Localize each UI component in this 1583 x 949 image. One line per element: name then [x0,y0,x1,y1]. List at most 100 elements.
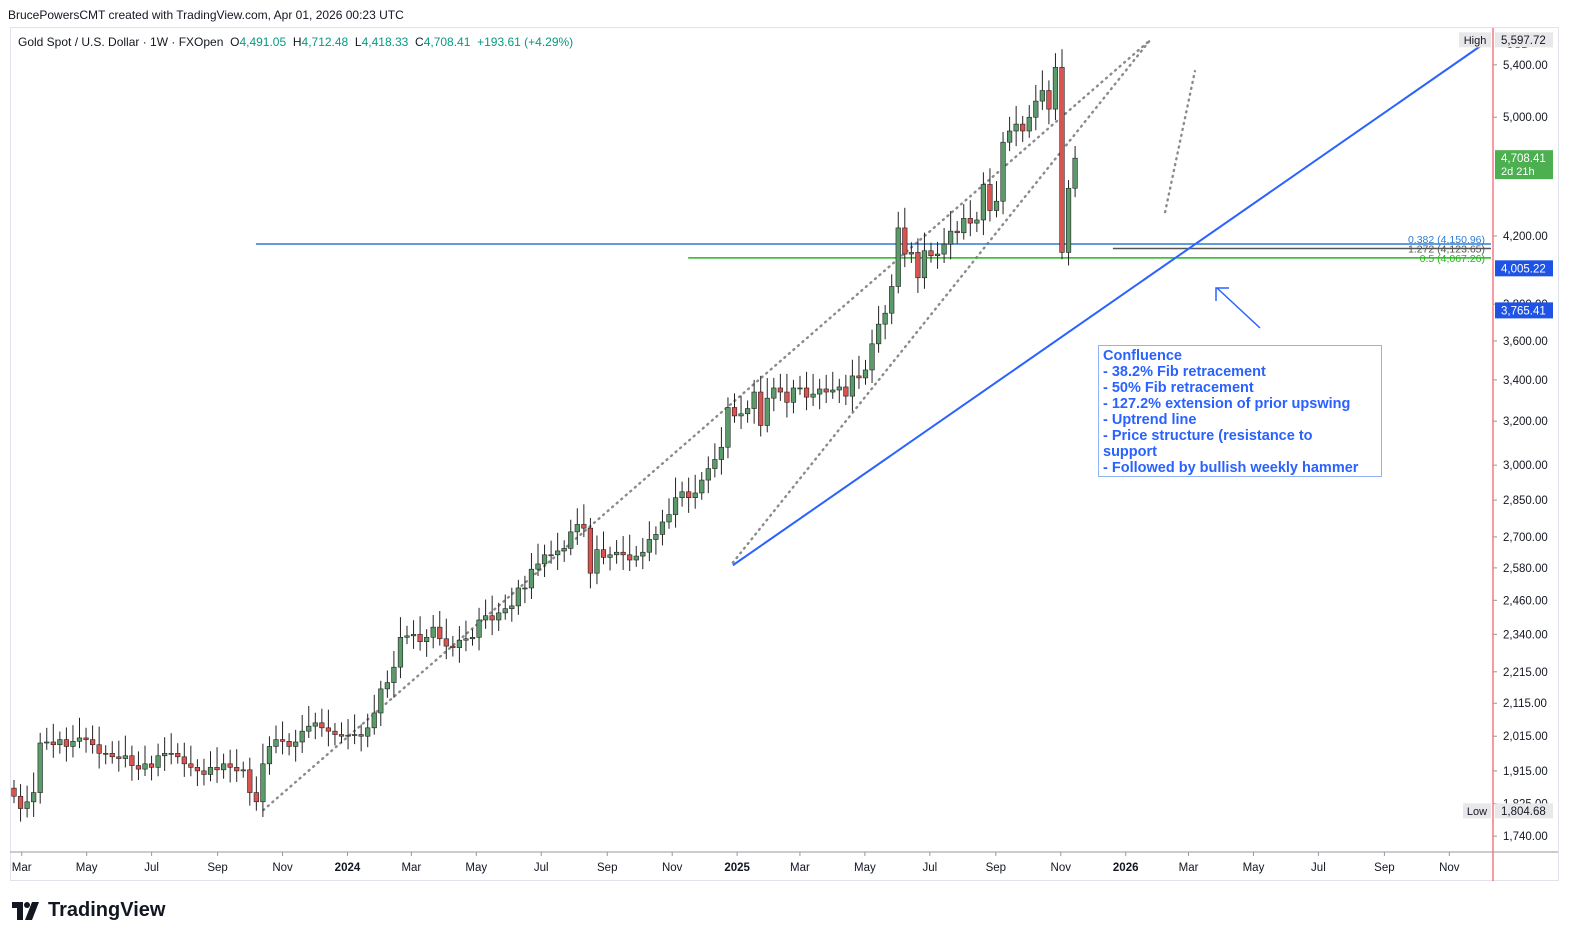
candle-body [653,534,659,540]
x-tick-label: Jul [922,862,937,874]
tradingview-brand[interactable]: TradingView [12,899,165,922]
candle-up [535,543,541,577]
candle-up [882,305,888,340]
candle-body [234,767,240,772]
candle-up [679,481,685,507]
x-tick-label: Mar [790,862,810,874]
candle-up [692,474,698,509]
candle-down [1020,115,1026,142]
y-tick-label: 3,000.00 [1503,460,1548,472]
candle-body [607,554,613,558]
dotted-channel-line [262,38,1152,812]
candle-up [365,713,371,748]
candle-body [496,612,502,621]
candle-down [358,724,364,752]
candle-body [679,491,685,499]
candle-body [987,184,993,211]
candle-up [142,745,148,776]
candle-up [273,725,279,754]
candle-up [810,373,816,407]
candle-body [594,549,600,574]
candle-body [430,626,436,638]
candle-up [57,731,63,754]
candle-body [1000,141,1006,202]
x-tick-label: Nov [1439,862,1460,874]
candle-up [168,733,174,765]
open-value: 4,491.05 [239,35,287,49]
candle-body [555,550,561,556]
candle-body [751,391,757,409]
candle-down [731,393,738,423]
price-label: 4,005.22 [1495,260,1553,277]
candle-body [194,767,201,772]
time-axis: Mar May Jul Sep Nov 2024 Mar May Jul Sep Nov 2025 Ma… [12,852,1460,874]
candle-down [129,745,135,781]
confluence-note[interactable]: Confluence - 38.2% Fib retracement - 50%… [1098,345,1382,477]
arrow-shaft [1216,287,1261,329]
candle-body [417,634,423,642]
candle-body [273,739,279,747]
candle-up [980,172,986,236]
extreme-value: 5,597.72 [1501,35,1546,47]
candle-body [915,252,921,279]
candle-down [194,759,201,787]
candle-body [476,619,482,638]
candle-body [797,387,803,390]
candle-down [181,742,187,777]
candle-down [627,534,633,571]
candle-body [836,386,842,391]
candle-body [155,755,161,768]
candle-up [725,397,731,459]
candle-body [103,753,109,755]
x-tick-label: Jul [1311,862,1326,874]
candle-up [345,719,351,750]
candle-body [17,795,24,809]
candle-body [856,375,862,379]
candle-up [391,651,397,698]
note-line: - Followed by bullish weekly hammer [1103,460,1359,476]
candle-body [771,387,777,399]
candle-up [672,477,679,528]
candle-body [1013,123,1019,132]
candle-up [555,532,561,570]
candle-up [351,714,358,745]
candle-up [240,761,246,778]
x-tick-label: Sep [1374,862,1394,874]
candle-body [437,626,443,640]
candle-body [954,230,960,234]
candle-down [803,371,810,411]
candle-body [738,413,744,417]
candle-body [214,767,220,771]
candle-up [921,232,928,289]
candle-up [293,729,299,762]
candle-up [751,379,757,424]
candle-up [961,204,967,240]
y-tick-label: 2,460.00 [1503,595,1548,607]
candle-up [718,427,724,475]
candle-body [633,555,639,561]
candle-down [17,784,24,822]
y-tick-label: 1,915.00 [1503,766,1548,778]
candle-up [1033,84,1039,131]
candle-up [1052,53,1059,121]
candle-up [122,735,128,768]
candle-body [600,549,607,558]
candle-body [1006,130,1013,143]
y-tick-label: 3,600.00 [1503,336,1548,348]
candle-down [1059,49,1065,260]
candle-body [286,741,292,747]
candle-body [1052,67,1059,110]
candle-down [148,755,155,781]
candle-up [463,620,469,652]
candle-body [849,375,855,397]
candle-up [31,772,37,817]
candle-up [744,400,751,423]
price-tag-bg [1495,260,1553,277]
candle-body [63,739,69,747]
price-tag-value: 4,005.22 [1501,263,1546,275]
candle-body [299,730,305,743]
candle-up [797,375,803,395]
candle-body [181,756,187,765]
candle-body [895,227,901,287]
